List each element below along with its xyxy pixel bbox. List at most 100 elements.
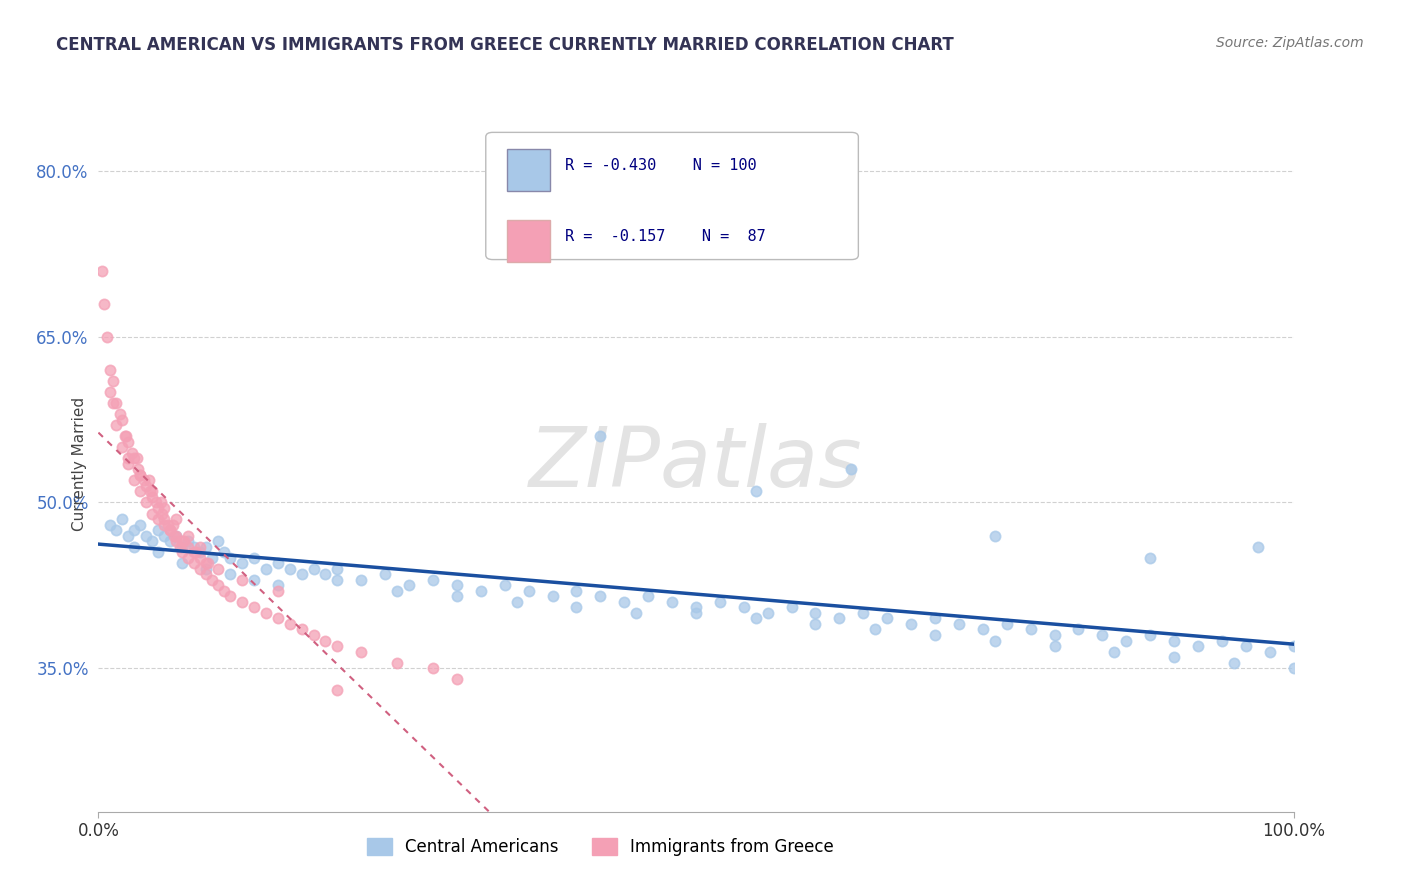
Point	[177, 540, 200, 554]
Point	[506, 595, 529, 609]
Point	[841, 462, 863, 476]
Point	[201, 573, 224, 587]
Point	[124, 474, 146, 488]
Point	[148, 501, 170, 516]
Point	[153, 528, 176, 542]
Point	[972, 623, 994, 637]
Point	[219, 590, 242, 604]
Point	[350, 644, 373, 658]
Point	[1211, 633, 1233, 648]
Point	[1282, 639, 1305, 653]
Point	[162, 517, 184, 532]
Point	[172, 540, 194, 554]
Point	[589, 590, 612, 604]
Point	[207, 562, 229, 576]
Point	[117, 457, 139, 471]
Text: CENTRAL AMERICAN VS IMMIGRANTS FROM GREECE CURRENTLY MARRIED CORRELATION CHART: CENTRAL AMERICAN VS IMMIGRANTS FROM GREE…	[56, 36, 955, 54]
Point	[1091, 628, 1114, 642]
Point	[169, 540, 191, 554]
Point	[165, 534, 187, 549]
Point	[745, 484, 768, 499]
Point	[124, 523, 146, 537]
Point	[149, 495, 172, 509]
Point	[948, 617, 970, 632]
Point	[254, 562, 277, 576]
Point	[254, 606, 277, 620]
Point	[172, 534, 194, 549]
Point	[111, 412, 134, 426]
Point	[163, 528, 186, 542]
Point	[1234, 639, 1257, 653]
Point	[1139, 550, 1161, 565]
Point	[172, 556, 194, 570]
Point	[1102, 644, 1125, 658]
Point	[212, 583, 235, 598]
Point	[637, 590, 659, 604]
Point	[470, 583, 492, 598]
Point	[756, 606, 779, 620]
Point	[132, 474, 155, 488]
Point	[141, 534, 163, 549]
Point	[101, 396, 124, 410]
Point	[733, 600, 755, 615]
Point	[315, 567, 337, 582]
Point	[1222, 656, 1246, 670]
Point	[385, 656, 409, 670]
Point	[302, 628, 325, 642]
Point	[219, 567, 242, 582]
Point	[114, 429, 136, 443]
Point	[212, 545, 235, 559]
Point	[148, 512, 170, 526]
Point	[177, 550, 200, 565]
Point	[315, 633, 337, 648]
Point	[117, 451, 139, 466]
Point	[121, 446, 143, 460]
Point	[350, 573, 373, 587]
Text: Source: ZipAtlas.com: Source: ZipAtlas.com	[1216, 36, 1364, 50]
Point	[117, 434, 139, 449]
Point	[219, 550, 242, 565]
Point	[290, 623, 312, 637]
Point	[1139, 628, 1161, 642]
Point	[105, 396, 128, 410]
Point	[984, 528, 1007, 542]
Point	[422, 573, 444, 587]
Point	[188, 545, 211, 559]
Point	[863, 623, 887, 637]
Point	[188, 540, 211, 554]
Point	[197, 556, 219, 570]
Point	[709, 595, 731, 609]
Point	[1163, 650, 1185, 665]
Point	[852, 606, 875, 620]
Point	[98, 363, 122, 377]
Point	[207, 578, 229, 592]
Point	[177, 528, 200, 542]
Point	[446, 590, 468, 604]
Point	[685, 600, 707, 615]
Point	[111, 440, 134, 454]
Point	[685, 606, 707, 620]
Point	[326, 683, 349, 698]
Point	[159, 534, 181, 549]
Point	[1163, 633, 1185, 648]
Point	[661, 595, 683, 609]
Point	[613, 595, 636, 609]
Point	[278, 562, 301, 576]
Point	[385, 583, 409, 598]
Point	[124, 540, 146, 554]
Point	[804, 606, 827, 620]
Text: R =  -0.157    N =  87: R = -0.157 N = 87	[564, 229, 765, 244]
Point	[1043, 628, 1066, 642]
Point	[156, 517, 179, 532]
Point	[626, 606, 648, 620]
Point	[207, 534, 229, 549]
Point	[589, 429, 612, 443]
Point	[1115, 633, 1137, 648]
Point	[111, 512, 134, 526]
Point	[1187, 639, 1209, 653]
Point	[96, 330, 118, 344]
Point	[194, 556, 218, 570]
Point	[326, 639, 349, 653]
Point	[541, 590, 564, 604]
Point	[153, 512, 176, 526]
